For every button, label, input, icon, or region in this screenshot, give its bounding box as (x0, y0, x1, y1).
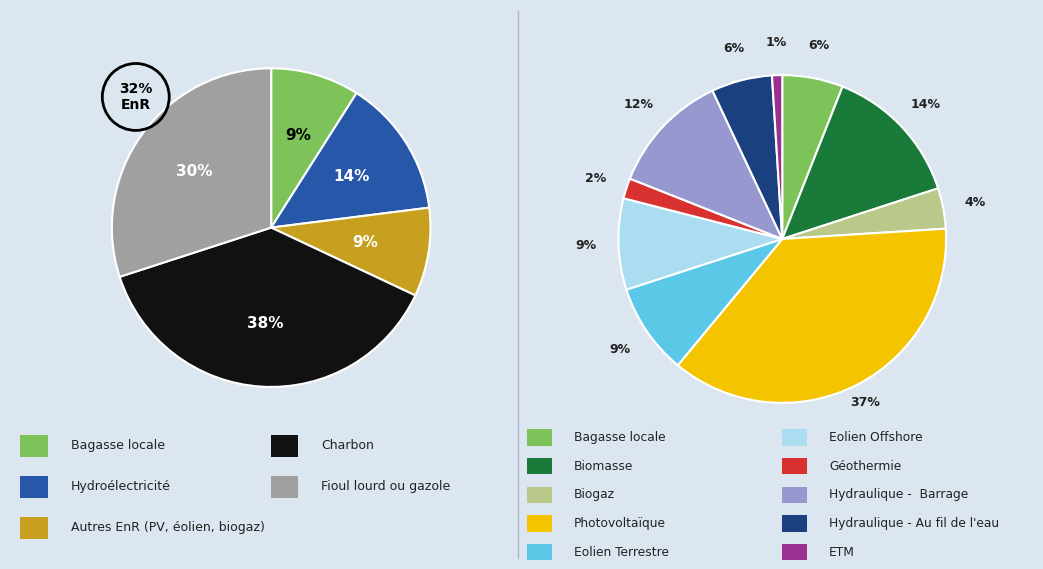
Text: Eolien Terrestre: Eolien Terrestre (574, 546, 669, 559)
Text: Fioul lourd ou gazole: Fioul lourd ou gazole (321, 480, 451, 493)
Wedge shape (630, 90, 782, 239)
Wedge shape (782, 86, 938, 239)
Text: 32%
EnR: 32% EnR (119, 82, 152, 112)
FancyBboxPatch shape (782, 486, 807, 503)
Text: 37%: 37% (851, 396, 880, 409)
Text: 38%: 38% (247, 315, 284, 331)
Text: Hydraulique - Au fil de l'eau: Hydraulique - Au fil de l'eau (829, 517, 999, 530)
Text: Charbon: Charbon (321, 439, 373, 452)
FancyBboxPatch shape (21, 517, 48, 538)
Text: Autres EnR (PV, éolien, biogaz): Autres EnR (PV, éolien, biogaz) (71, 521, 264, 534)
Wedge shape (782, 188, 946, 239)
Text: Biomasse: Biomasse (574, 460, 633, 473)
Text: Bagasse locale: Bagasse locale (574, 431, 665, 444)
Text: 30%: 30% (175, 164, 212, 179)
Text: 9%: 9% (575, 238, 597, 251)
FancyBboxPatch shape (21, 435, 48, 456)
Text: Biogaz: Biogaz (574, 488, 614, 501)
FancyBboxPatch shape (782, 429, 807, 446)
FancyBboxPatch shape (527, 516, 552, 531)
Text: Hydraulique -  Barrage: Hydraulique - Barrage (829, 488, 969, 501)
Wedge shape (618, 198, 782, 290)
Text: Photovoltaïque: Photovoltaïque (574, 517, 665, 530)
Wedge shape (271, 208, 431, 295)
FancyBboxPatch shape (527, 544, 552, 560)
Text: Bagasse locale: Bagasse locale (71, 439, 165, 452)
FancyBboxPatch shape (782, 516, 807, 531)
FancyBboxPatch shape (21, 476, 48, 497)
Wedge shape (120, 228, 415, 387)
Text: 14%: 14% (334, 169, 370, 184)
Text: 4%: 4% (965, 196, 986, 209)
Text: 14%: 14% (911, 98, 941, 111)
Wedge shape (271, 93, 430, 228)
Wedge shape (112, 68, 271, 277)
Text: Hydroélectricité: Hydroélectricité (71, 480, 170, 493)
Wedge shape (678, 229, 946, 403)
Wedge shape (627, 239, 782, 365)
Text: 9%: 9% (285, 128, 311, 143)
Text: Géothermie: Géothermie (829, 460, 901, 473)
Wedge shape (271, 68, 357, 228)
FancyBboxPatch shape (271, 435, 298, 456)
Wedge shape (624, 179, 782, 239)
Text: 9%: 9% (353, 235, 379, 250)
FancyBboxPatch shape (782, 458, 807, 475)
Text: ETM: ETM (829, 546, 855, 559)
Text: 6%: 6% (723, 42, 744, 55)
Text: 9%: 9% (609, 343, 630, 356)
Text: 1%: 1% (766, 36, 786, 49)
FancyBboxPatch shape (527, 458, 552, 475)
FancyBboxPatch shape (782, 544, 807, 560)
Wedge shape (772, 75, 782, 239)
Wedge shape (712, 76, 782, 239)
FancyBboxPatch shape (527, 429, 552, 446)
Text: 12%: 12% (624, 98, 654, 111)
Text: 2%: 2% (585, 172, 606, 185)
FancyBboxPatch shape (527, 486, 552, 503)
Text: Eolien Offshore: Eolien Offshore (829, 431, 923, 444)
Text: 6%: 6% (808, 39, 829, 52)
FancyBboxPatch shape (271, 476, 298, 497)
Wedge shape (782, 75, 843, 239)
